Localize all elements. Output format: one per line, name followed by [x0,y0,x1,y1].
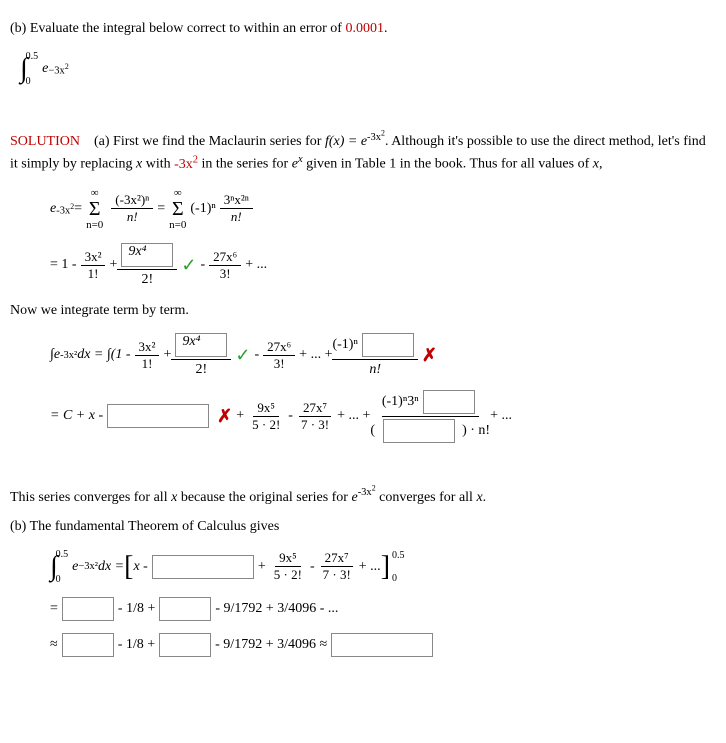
period: . [384,21,388,36]
part-a-text-3: in the series for [198,157,292,172]
right-bracket: ] [381,551,390,583]
answer-input-4[interactable] [107,404,209,428]
with-text: with [142,157,174,172]
frac-27x6: 27x⁶ 3! [209,249,241,282]
problem-integral: ∫ 0.5 0 e−3x2 [10,51,716,87]
answer-input-8[interactable] [62,597,114,621]
integrand-exponent: −3x2 [48,62,68,77]
frac-b1: 9x⁵ 5 · 2! [270,550,306,583]
answer-frac-3: (-1)ⁿ n! [332,333,417,378]
sigma-2: ∞ Σ n=0 [169,187,186,231]
part-a-text-4: given in Table 1 in the book. Thus for a… [303,157,593,172]
frac-27x7: 27x⁷ 7 · 3! [297,400,333,433]
integrate-row-1: ∫e-3x²dx = ∫(1 - 3x² 1! + 9x⁴ 2! ✓ - 27x… [10,333,716,378]
int-lhs: ∫e [50,347,60,363]
integrate-intro: Now we integrate term by term. [10,300,716,321]
cross-icon-1: ✗ [422,345,437,366]
error-tolerance: 0.0001 [345,21,384,36]
minus: - [200,257,205,273]
sub-expr: -3x2 [174,157,198,172]
answer-input-6[interactable] [383,419,455,443]
answer-input-12[interactable] [331,633,433,657]
answer-input-3[interactable] [362,333,414,357]
expanded-row-1: = 1 - 3x² 1! + 9x⁴ 2! ✓ - 27x⁶ 3! + ... [10,243,716,288]
convergence-text: This series converges for all x because … [10,483,716,508]
fx-exp: -3x2 [367,132,385,143]
part-b-row-3: ≈ - 1/8 + - 9/1792 + 3/4096 ≈ [10,633,716,657]
part-b-row-2: = - 1/8 + - 9/1792 + 3/4096 - ... [10,597,716,621]
eq: = [74,201,82,217]
answer-input-5[interactable] [423,390,475,414]
frac-2: 3ⁿx²ⁿ n! [220,192,253,225]
answer-input-7[interactable] [152,555,254,579]
eval-limits: 0.5 0 [392,550,405,584]
answer-input-11[interactable] [159,633,211,657]
comma: , [599,157,603,172]
answer-input-1[interactable]: 9x⁴ [121,243,173,267]
series-row-1: e-3x2 = ∞ Σ n=0 (-3x²)ⁿ n! = ∞ Σ n=0 (-1… [10,187,716,231]
integral-symbol-2: ∫ [50,551,58,583]
frac-1: (-3x²)ⁿ n! [111,192,153,225]
term-neg1: (-1)ⁿ [190,201,215,217]
plus1: + [109,257,117,273]
prefix: = 1 - [50,257,77,273]
answer-frac-4: (-1)ⁿ3ⁿ ( ) · n! [370,390,490,443]
integral-symbol: ∫ [20,53,28,85]
answer-frac-1: 9x⁴ 2! [117,243,177,288]
check-icon-2: ✓ [235,345,250,366]
lhs-exp: -3x2 [56,202,74,217]
frac-b2: 27x⁷ 7 · 3! [319,550,355,583]
frac-3x2: 3x² 1! [81,249,106,282]
answer-frac-2: 9x⁴ 2! [171,333,231,378]
answer-input-9[interactable] [159,597,211,621]
frac-9x5: 9x⁵ 5 · 2! [248,400,284,433]
frac-i2: 27x⁶ 3! [263,339,295,372]
spacer-2 [10,455,716,475]
solution-heading: SOLUTION [10,134,80,149]
part-b-text: (b) Evaluate the integral below correct … [10,21,345,36]
part-a-text-1: (a) First we find the Maclaurin series f… [94,134,325,149]
cross-icon-2: ✗ [217,406,232,427]
eq2: = [157,201,165,217]
fx: f(x) = e [325,134,367,149]
answer-input-10[interactable] [62,633,114,657]
frac-i1: 3x² 1! [135,339,160,372]
check-icon: ✓ [181,255,196,276]
part-b-heading: (b) The fundamental Theorem of Calculus … [10,516,716,537]
spacer [10,99,716,119]
answer-input-2[interactable]: 9x⁴ [175,333,227,357]
sigma-1: ∞ Σ n=0 [86,187,103,231]
part-b-row-1: ∫ 0.5 0 e−3x² dx = [ x - + 9x⁵ 5 · 2! - … [10,549,716,585]
tail: + ... [245,257,267,273]
solution-intro: SOLUTION (a) First we find the Maclaurin… [10,127,716,175]
integrate-row-2: = C + x - ✗ + 9x⁵ 5 · 2! - 27x⁷ 7 · 3! +… [10,390,716,443]
problem-statement: (b) Evaluate the integral below correct … [10,18,716,39]
